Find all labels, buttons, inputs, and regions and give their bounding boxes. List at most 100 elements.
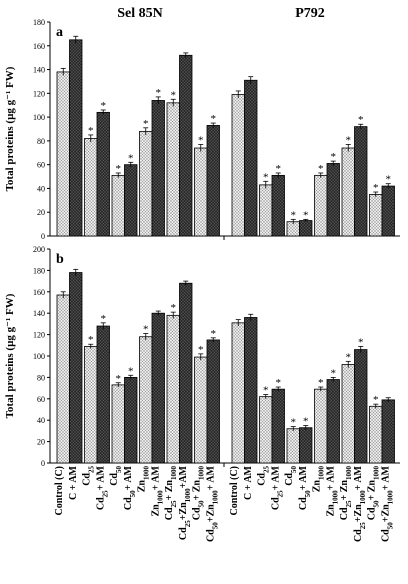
significance-star: * — [358, 114, 364, 126]
significance-star: * — [291, 417, 297, 429]
bar — [244, 317, 258, 464]
x-category-label: Cd50+ Zn1000 — [192, 466, 206, 521]
significance-star: * — [143, 118, 149, 130]
x-category-label: Cd50+ AM — [298, 465, 312, 510]
bar — [206, 125, 220, 237]
x-category-label: Cd25+ Zn1000 — [339, 466, 353, 521]
y-tick-label: 160 — [33, 288, 45, 297]
y-tick-label: 120 — [33, 331, 45, 340]
x-category-label: C + AM — [68, 465, 79, 500]
bar — [341, 147, 355, 237]
bar — [299, 427, 313, 464]
bar — [69, 39, 83, 237]
bar — [84, 345, 98, 464]
x-category-label: Cd50 — [109, 466, 123, 486]
y-tick-label: 80 — [37, 373, 45, 382]
significance-star: * — [346, 134, 352, 146]
x-category-label: Zn1000+ AM — [150, 465, 164, 516]
y-tick-label: 100 — [33, 113, 45, 122]
x-category-label: Cd25+Zn1000+ AM — [353, 465, 367, 542]
significance-star: * — [171, 89, 177, 101]
significance-star: * — [88, 334, 94, 346]
header-sel85n: Sel 85N — [117, 6, 163, 21]
bar — [194, 147, 208, 237]
bar — [381, 399, 395, 464]
y-tick-label: 140 — [33, 66, 45, 75]
significance-star: * — [276, 163, 282, 175]
y-tick-label: 160 — [33, 42, 45, 51]
bar — [381, 185, 395, 237]
bar — [314, 388, 328, 464]
significance-star: * — [386, 174, 392, 186]
significance-star: * — [263, 385, 269, 397]
bar — [271, 174, 285, 237]
bar — [151, 100, 165, 237]
bar — [111, 384, 125, 464]
significance-star: * — [211, 113, 217, 125]
x-category-label: Control (C) — [54, 466, 65, 516]
significance-star: * — [171, 302, 177, 314]
y-tick-label: 80 — [37, 137, 45, 146]
significance-star: * — [318, 377, 324, 389]
x-category-label: Cd50 — [284, 466, 298, 486]
bar — [194, 356, 208, 464]
y-tick-label: 180 — [33, 18, 45, 27]
x-category-label: Cd25+ Zn1000 — [164, 466, 178, 521]
bar — [84, 138, 98, 237]
x-category-label: Control (C) — [229, 466, 240, 516]
panel-a: 0 20 40 60 80 100 120 140 160 180 Total proteins (… — [4, 18, 400, 241]
bar — [259, 396, 273, 464]
header-p792: P792 — [295, 6, 325, 21]
bar — [244, 79, 258, 237]
y-tick-label: 60 — [37, 161, 45, 170]
significance-star: * — [128, 365, 134, 377]
y-tick-label: 40 — [37, 416, 45, 425]
bar — [124, 376, 138, 464]
bar — [354, 349, 368, 464]
y-tick-label: 180 — [33, 266, 45, 275]
significance-star: * — [128, 152, 134, 164]
y-axis-label: Total proteins (µg g⁻¹ FW) — [4, 66, 16, 191]
significance-star: * — [198, 344, 204, 356]
significance-star: * — [331, 367, 337, 379]
x-category-label: Cd25+ AM — [270, 465, 284, 510]
y-tick-label: 40 — [37, 184, 45, 193]
bar — [96, 111, 110, 237]
x-category-label: Zn1000+ AM — [325, 465, 339, 516]
significance-star: * — [303, 416, 309, 428]
significance-star: * — [276, 377, 282, 389]
x-category-label: Cd50+Zn1000+ AM — [205, 465, 219, 542]
y-tick-label: 20 — [37, 208, 45, 217]
significance-star: * — [211, 328, 217, 340]
significance-star: * — [303, 209, 309, 221]
y-tick-label: 120 — [33, 89, 45, 98]
significance-star: * — [373, 182, 379, 194]
bar — [56, 71, 70, 237]
y-tick-label: 100 — [33, 352, 45, 361]
bar — [369, 405, 383, 464]
bar — [166, 314, 180, 464]
bar — [166, 102, 180, 237]
bar — [231, 322, 245, 464]
bar — [151, 312, 165, 464]
bar — [206, 339, 220, 464]
bar — [354, 126, 368, 237]
bar — [139, 130, 153, 237]
bar — [56, 294, 70, 464]
bar — [271, 388, 285, 464]
significance-star: * — [318, 163, 324, 175]
y-tick-label: 0 — [41, 459, 45, 468]
x-category-label: Cd50+ AM — [123, 465, 137, 510]
bar — [286, 428, 300, 464]
y-tick-label: 60 — [37, 395, 45, 404]
y-axis-label: Total proteins (µg g⁻¹ FW) — [4, 293, 16, 418]
x-category-label: Cd50+Zn1000+ AM — [380, 465, 394, 542]
bar — [326, 163, 340, 237]
significance-star: * — [358, 336, 364, 348]
significance-star: * — [346, 351, 352, 363]
bar — [231, 94, 245, 237]
panel-letter: b — [56, 252, 64, 267]
bar — [314, 174, 328, 237]
bar — [111, 174, 125, 237]
